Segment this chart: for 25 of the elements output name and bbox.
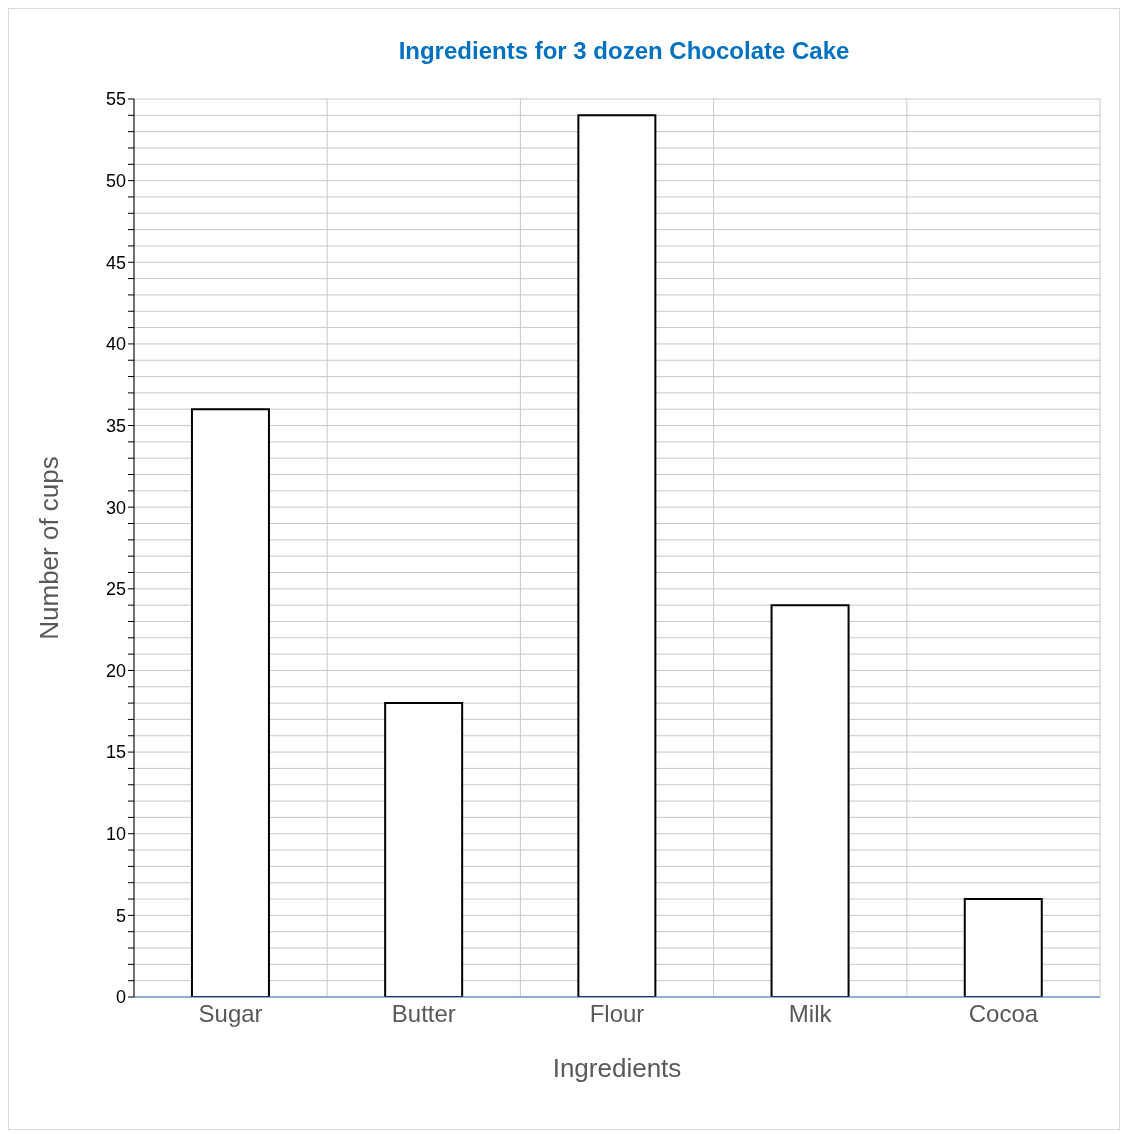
bar — [190, 408, 270, 997]
y-tick-label: 20 — [105, 660, 126, 681]
chart-title: Ingredients for 3 dozen Chocolate Cake — [397, 36, 851, 66]
bar — [770, 604, 850, 997]
y-tick-label: 40 — [105, 334, 126, 355]
bar — [963, 898, 1043, 997]
y-tick-label: 55 — [105, 89, 126, 110]
y-tick-label: 5 — [115, 905, 126, 926]
x-axis-title: Ingredients — [552, 1053, 682, 1083]
y-tick-label: 0 — [115, 987, 126, 1008]
x-tick-label: Sugar — [198, 1000, 263, 1028]
y-tick-label: 25 — [105, 579, 126, 600]
x-tick-label: Cocoa — [968, 1000, 1039, 1028]
y-tick-label: 50 — [105, 171, 126, 192]
y-tick-label: 15 — [105, 742, 126, 763]
y-tick-label: 30 — [105, 497, 126, 518]
x-tick-label: Flour — [589, 1000, 645, 1028]
x-tick-label: Milk — [788, 1000, 833, 1028]
y-tick-label: 45 — [105, 252, 126, 273]
bar — [384, 702, 464, 997]
y-tick-label: 35 — [105, 415, 126, 436]
y-axis-title: Number of cups — [34, 456, 65, 640]
bar — [577, 114, 657, 997]
y-tick-label: 10 — [105, 824, 126, 845]
x-tick-label: Butter — [391, 1000, 456, 1028]
